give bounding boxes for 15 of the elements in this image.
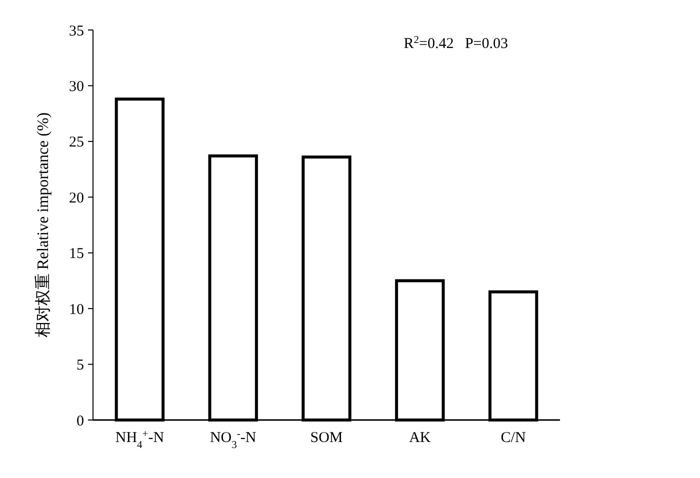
annotation: R$^{2}$=0.42 P=0.03: [404, 34, 508, 52]
y-tick-label: 0: [76, 413, 84, 430]
y-tick-label: 25: [69, 134, 84, 151]
y-tick-label: 15: [69, 246, 84, 262]
x-tick-label: NH$_{4}$$^{+}$-N: [115, 428, 164, 450]
y-tick-label: 10: [69, 302, 84, 318]
x-tick-label: NO$_{3}$$^{-}$-N: [210, 428, 256, 450]
y-tick-label: 30: [69, 78, 84, 95]
x-tick-label: AK: [409, 430, 431, 446]
y-axis-title: 相对权重 Relative importance (%): [34, 112, 52, 338]
y-tick-label: 35: [69, 23, 84, 40]
x-tick-label: C/N: [500, 430, 526, 446]
y-tick-label: 20: [69, 190, 84, 206]
x-tick-label: SOM: [310, 430, 343, 446]
y-tick-label: 5: [76, 358, 84, 374]
